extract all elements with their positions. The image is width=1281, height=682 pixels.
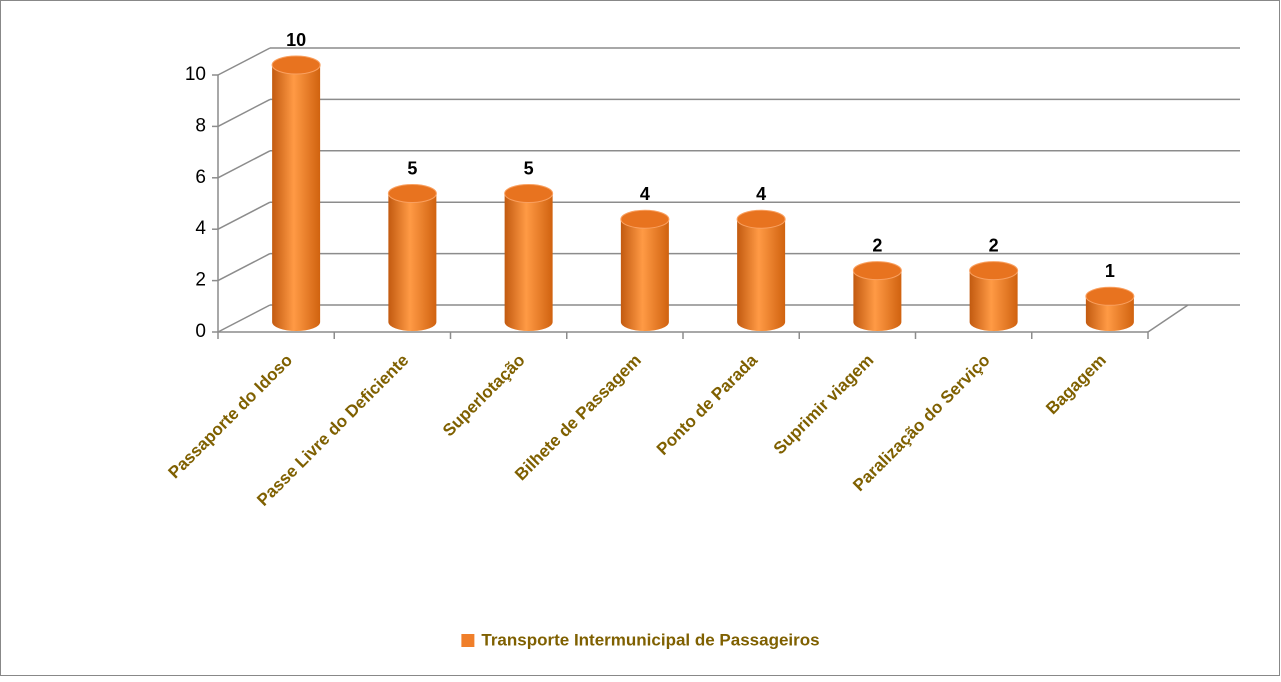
legend-swatch xyxy=(461,634,475,647)
y-tick-label: 10 xyxy=(185,64,206,85)
data-label: 2 xyxy=(872,235,882,255)
grid-line xyxy=(217,304,271,333)
y-tick-label: 4 xyxy=(195,218,206,239)
data-label: 4 xyxy=(756,184,766,204)
bar xyxy=(620,219,669,332)
y-tick-label: 6 xyxy=(195,167,206,188)
bar-top xyxy=(620,209,670,229)
bar xyxy=(1085,296,1134,332)
bar xyxy=(853,270,902,332)
grid-line xyxy=(217,252,271,282)
bar xyxy=(504,193,553,332)
grid-line xyxy=(217,150,271,179)
bar-top xyxy=(736,209,786,229)
bar-top xyxy=(271,55,321,75)
bar xyxy=(737,219,786,332)
data-label: 1 xyxy=(1105,261,1115,281)
data-label: 5 xyxy=(407,158,417,178)
bar xyxy=(388,193,437,332)
data-label: 10 xyxy=(286,30,306,50)
grid-line xyxy=(217,98,271,128)
data-label: 4 xyxy=(640,184,650,204)
bar xyxy=(272,65,321,332)
bar-top xyxy=(969,261,1019,281)
floor-right xyxy=(1147,304,1189,333)
bar-top xyxy=(852,261,902,281)
bar xyxy=(969,270,1018,332)
grid-line xyxy=(217,47,271,76)
grid-line xyxy=(217,201,271,230)
data-label: 2 xyxy=(989,235,999,255)
y-tick-label: 8 xyxy=(195,115,206,136)
bar-top xyxy=(387,184,437,204)
data-label: 5 xyxy=(524,158,534,178)
y-tick-label: 2 xyxy=(195,270,206,291)
legend-label: Transporte Intermunicipal de Passageiros xyxy=(481,630,819,649)
y-tick-label: 0 xyxy=(195,321,206,342)
bar-top xyxy=(1085,286,1135,306)
bar-top xyxy=(504,184,554,204)
